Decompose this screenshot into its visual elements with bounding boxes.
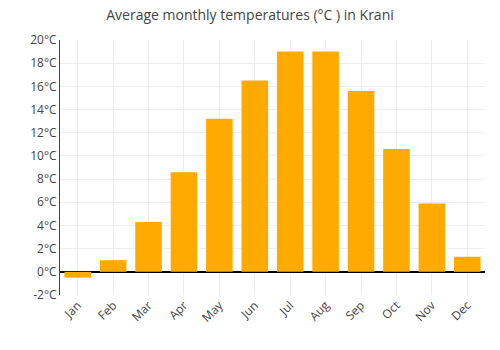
svg-text:14°C: 14°C [30, 101, 57, 118]
svg-text:Jul: Jul [275, 297, 297, 319]
svg-text:Apr: Apr [165, 297, 191, 323]
svg-text:Average monthly temperatures (: Average monthly temperatures (°C ) in Kr… [106, 5, 394, 24]
svg-text:Sep: Sep [341, 297, 368, 324]
svg-text:Nov: Nov [411, 297, 439, 325]
svg-text:May: May [198, 296, 227, 325]
svg-text:18°C: 18°C [30, 54, 57, 71]
svg-text:0°C: 0°C [37, 263, 57, 280]
svg-text:4°C: 4°C [37, 217, 57, 234]
svg-text:Jun: Jun [236, 297, 261, 322]
svg-text:Feb: Feb [94, 297, 120, 323]
svg-text:Aug: Aug [305, 297, 333, 325]
svg-text:Mar: Mar [128, 297, 156, 325]
svg-text:Jan: Jan [60, 297, 85, 322]
svg-text:16°C: 16°C [30, 78, 57, 95]
svg-text:8°C: 8°C [37, 170, 57, 187]
svg-text:Oct: Oct [378, 297, 404, 323]
svg-text:20°C: 20°C [30, 31, 57, 48]
svg-text:12°C: 12°C [30, 124, 57, 141]
svg-text:-2°C: -2°C [33, 286, 57, 303]
svg-text:Dec: Dec [447, 297, 474, 324]
svg-text:6°C: 6°C [37, 193, 57, 210]
svg-text:2°C: 2°C [37, 240, 57, 257]
svg-text:10°C: 10°C [30, 147, 57, 164]
